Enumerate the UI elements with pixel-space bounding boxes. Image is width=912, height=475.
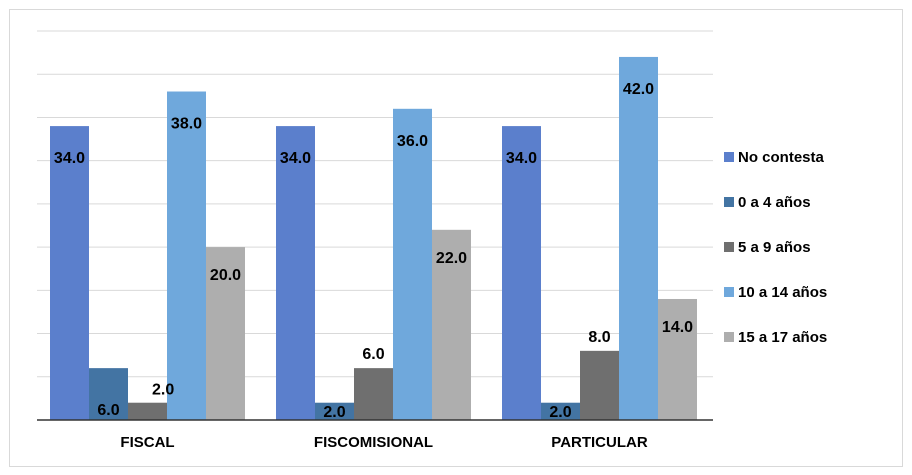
bar — [167, 91, 206, 420]
data-label: 2.0 — [323, 404, 345, 421]
legend-label: 5 a 9 años — [738, 239, 811, 256]
data-label: 34.0 — [280, 150, 311, 167]
legend-swatch — [724, 152, 734, 162]
legend-label: 10 a 14 años — [738, 284, 827, 301]
data-label: 2.0 — [549, 404, 571, 421]
category-label: PARTICULAR — [551, 434, 648, 451]
data-label: 6.0 — [362, 346, 384, 363]
data-label: 34.0 — [54, 150, 85, 167]
data-label: 2.0 — [152, 382, 174, 399]
data-label: 6.0 — [97, 402, 119, 419]
legend-swatch — [724, 332, 734, 342]
bar — [89, 368, 128, 420]
bar — [206, 247, 245, 420]
bar-chart: 34.0 6.0 2.0 38.0 20.0 34.0 2.0 6.0 36.0 22.0 34.0… — [37, 30, 827, 451]
bar — [315, 402, 354, 420]
data-label: 22.0 — [436, 250, 467, 267]
bar — [658, 298, 697, 420]
bar — [128, 402, 167, 420]
data-label: 42.0 — [623, 81, 654, 98]
legend-swatch — [724, 287, 734, 297]
category-label: FISCOMISIONAL — [314, 434, 433, 451]
bar — [432, 229, 471, 420]
bar — [393, 108, 432, 421]
data-label: 8.0 — [588, 329, 610, 346]
data-label: 38.0 — [171, 116, 202, 133]
data-label: 34.0 — [506, 150, 537, 167]
legend-label: 15 a 17 años — [738, 329, 827, 346]
data-label: 20.0 — [210, 267, 241, 284]
bar — [276, 126, 315, 420]
bar — [50, 126, 89, 420]
category-label: FISCAL — [120, 434, 174, 451]
legend-label: No contesta — [738, 149, 825, 166]
bar — [580, 350, 619, 420]
legend-swatch — [724, 242, 734, 252]
data-label: 14.0 — [662, 319, 693, 336]
bar — [541, 402, 580, 420]
legend-label: 0 a 4 años — [738, 194, 811, 211]
chart-frame: 34.0 6.0 2.0 38.0 20.0 34.0 2.0 6.0 36.0 22.0 34.0… — [9, 9, 903, 467]
legend-swatch — [724, 197, 734, 207]
bar — [354, 368, 393, 420]
bar — [619, 56, 658, 420]
bar — [502, 126, 541, 420]
data-label: 36.0 — [397, 133, 428, 150]
